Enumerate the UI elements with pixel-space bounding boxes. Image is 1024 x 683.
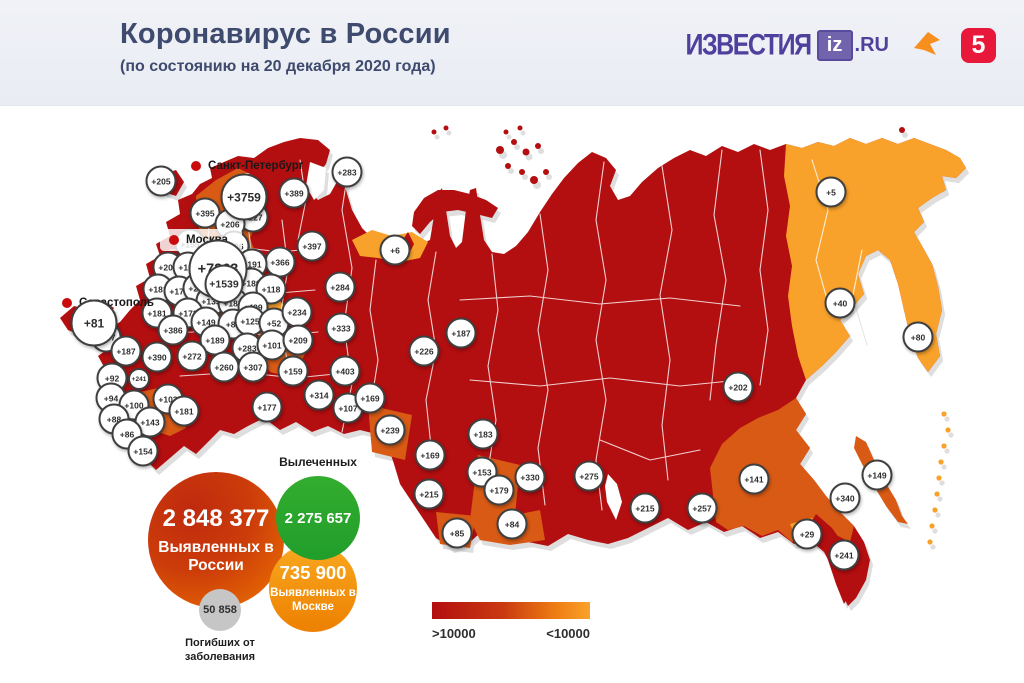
channel-five-icon: 5 xyxy=(961,28,996,63)
region-badge: +179 xyxy=(483,474,515,506)
recovered-bubble: 2 275 657 xyxy=(276,476,360,560)
region-badge: +181 xyxy=(168,395,200,427)
deaths-label: Погибших от заболевания xyxy=(184,637,256,664)
region-badge: +284 xyxy=(324,271,356,303)
region-badge: +275 xyxy=(573,460,605,492)
region-badge: +209 xyxy=(282,324,314,356)
ren-tv-icon xyxy=(914,31,940,55)
recovered-value: 2 275 657 xyxy=(284,509,352,527)
region-badge: +81 xyxy=(70,299,118,347)
region-badge: +333 xyxy=(325,312,357,344)
region-badge: +202 xyxy=(722,371,754,403)
legend-labels: >10000 <10000 xyxy=(432,626,590,641)
region-khabarovsk xyxy=(710,398,854,542)
legend: >10000 <10000 xyxy=(432,602,590,641)
region-badge: +314 xyxy=(303,379,335,411)
region-badge: +234 xyxy=(281,296,313,328)
region-badge: +226 xyxy=(408,335,440,367)
region-badge: +257 xyxy=(686,492,718,524)
title-block: Коронавирус в России (по состоянию на 20… xyxy=(120,18,451,76)
iz-ru-label: .RU xyxy=(854,34,889,56)
region-badge: +177 xyxy=(251,391,283,423)
region-badge: +5 xyxy=(815,176,847,208)
page-subtitle: (по состоянию на 20 декабря 2020 года) xyxy=(120,58,436,75)
iz-logo: iz xyxy=(816,30,853,61)
region-badge: +169 xyxy=(354,382,386,414)
izvestia-logo: ИЗВЕСТИЯ xyxy=(685,28,813,62)
region-badge: +6 xyxy=(379,234,411,266)
brand-logos: ИЗВЕСТИЯ iz .RU 5 xyxy=(686,28,996,63)
region-badge: +389 xyxy=(278,177,310,209)
region-badge: +40 xyxy=(824,287,856,319)
deaths-bubble: 50 858 xyxy=(199,589,241,631)
region-badge: +141 xyxy=(738,463,770,495)
region-badge: +283 xyxy=(331,156,363,188)
region-badge: +149 xyxy=(861,459,893,491)
novaya-zemlya xyxy=(412,190,498,234)
city-dot xyxy=(62,298,72,308)
region-badge: +390 xyxy=(141,341,173,373)
region-badge: +187 xyxy=(445,317,477,349)
region-badge: +183 xyxy=(467,418,499,450)
city-name: Санкт-Петербург xyxy=(208,160,304,172)
region-badge: +272 xyxy=(176,340,208,372)
city-dot xyxy=(169,235,179,245)
region-badge: +215 xyxy=(629,492,661,524)
region-badge: +85 xyxy=(441,517,473,549)
page-title: Коронавирус в России xyxy=(120,18,451,50)
region-badge: +397 xyxy=(296,230,328,262)
region-badge: +241 xyxy=(828,539,860,571)
legend-left-label: >10000 xyxy=(432,626,476,641)
region-badge: +84 xyxy=(496,508,528,540)
confirmed-russia-value: 2 848 377 xyxy=(162,505,270,533)
kuril-islands xyxy=(927,411,951,545)
city-dot xyxy=(191,161,201,171)
region-badge: +80 xyxy=(902,321,934,353)
region-fareast xyxy=(784,138,966,380)
region-badge: +29 xyxy=(791,518,823,550)
deaths-value: 50 858 xyxy=(203,604,237,616)
confirmed-moscow-value: 735 900 xyxy=(279,561,347,583)
region-badge: +403 xyxy=(329,355,361,387)
region-badge: +1539 xyxy=(204,264,244,304)
region-badge: +215 xyxy=(413,478,445,510)
recovered-label: Вылеченных xyxy=(279,455,357,469)
confirmed-russia-label: Выявленных в России xyxy=(158,539,274,574)
legend-right-label: <10000 xyxy=(546,626,590,641)
region-badge: +241 xyxy=(128,368,150,390)
region-badge: +3759 xyxy=(220,173,268,221)
confirmed-moscow-label: Выявленных в Москве xyxy=(270,586,356,613)
city-label: Санкт-Петербург xyxy=(191,160,304,172)
legend-gradient-bar xyxy=(432,602,590,619)
arctic-islands xyxy=(431,125,905,184)
region-badge: +307 xyxy=(237,351,269,383)
confirmed-russia-bubble: 2 848 377 Выявленных в России xyxy=(148,472,284,608)
region-badge: +153 xyxy=(466,456,498,488)
region-badge: +159 xyxy=(277,355,309,387)
region-badge: +386 xyxy=(157,314,189,346)
region-badge: +239 xyxy=(374,414,406,446)
region-badge: +340 xyxy=(829,482,861,514)
region-badge: +187 xyxy=(110,335,142,367)
header: Коронавирус в России (по состоянию на 20… xyxy=(0,0,1024,106)
region-badge: +154 xyxy=(127,435,159,467)
region-badge: +205 xyxy=(145,165,177,197)
region-badge: +260 xyxy=(208,351,240,383)
region-badge: +169 xyxy=(414,439,446,471)
region-badge: +330 xyxy=(514,461,546,493)
